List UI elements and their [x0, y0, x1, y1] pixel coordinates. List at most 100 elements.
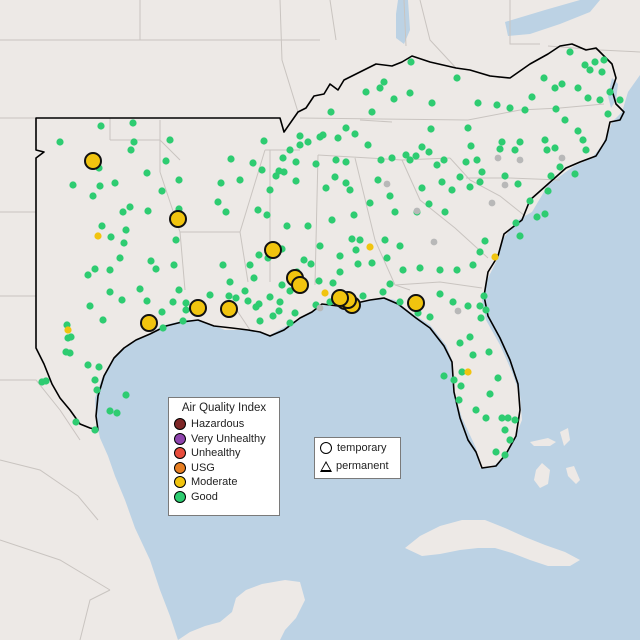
good-monitor-marker[interactable] [396, 242, 404, 250]
good-monitor-marker[interactable] [158, 187, 166, 195]
good-monitor-marker[interactable] [482, 306, 490, 314]
good-monitor-marker[interactable] [492, 448, 500, 456]
good-monitor-marker[interactable] [327, 108, 335, 116]
good-monitor-marker[interactable] [438, 178, 446, 186]
no-data-monitor-marker[interactable] [454, 307, 462, 315]
good-monitor-marker[interactable] [98, 222, 106, 230]
good-monitor-marker[interactable] [331, 173, 339, 181]
good-monitor-marker[interactable] [179, 317, 187, 325]
good-monitor-marker[interactable] [91, 426, 99, 434]
good-monitor-marker[interactable] [368, 259, 376, 267]
good-monitor-marker[interactable] [469, 261, 477, 269]
good-monitor-marker[interactable] [144, 207, 152, 215]
good-monitor-marker[interactable] [512, 219, 520, 227]
good-monitor-marker[interactable] [458, 368, 466, 376]
good-monitor-marker[interactable] [279, 154, 287, 162]
good-monitor-marker[interactable] [119, 208, 127, 216]
good-monitor-marker[interactable] [336, 252, 344, 260]
good-monitor-marker[interactable] [453, 266, 461, 274]
good-monitor-marker[interactable] [136, 285, 144, 293]
good-monitor-marker[interactable] [399, 266, 407, 274]
good-monitor-marker[interactable] [604, 110, 612, 118]
good-monitor-marker[interactable] [481, 237, 489, 245]
good-monitor-marker[interactable] [582, 146, 590, 154]
good-monitor-marker[interactable] [106, 288, 114, 296]
good-monitor-marker[interactable] [217, 179, 225, 187]
moderate-temporary-monitor-marker[interactable] [407, 294, 425, 312]
good-monitor-marker[interactable] [501, 426, 509, 434]
good-monitor-marker[interactable] [275, 307, 283, 315]
good-monitor-marker[interactable] [552, 105, 560, 113]
good-monitor-marker[interactable] [551, 144, 559, 152]
good-monitor-marker[interactable] [466, 183, 474, 191]
moderate-temporary-monitor-marker[interactable] [220, 300, 238, 318]
good-monitor-marker[interactable] [296, 132, 304, 140]
good-monitor-marker[interactable] [506, 104, 514, 112]
good-monitor-marker[interactable] [574, 84, 582, 92]
good-monitor-marker[interactable] [236, 176, 244, 184]
good-monitor-marker[interactable] [516, 138, 524, 146]
good-monitor-marker[interactable] [441, 208, 449, 216]
good-monitor-marker[interactable] [616, 96, 624, 104]
good-monitor-marker[interactable] [334, 134, 342, 142]
good-monitor-marker[interactable] [526, 197, 534, 205]
good-monitor-marker[interactable] [91, 376, 99, 384]
good-monitor-marker[interactable] [170, 261, 178, 269]
no-data-monitor-marker[interactable] [413, 207, 421, 215]
good-monitor-marker[interactable] [89, 192, 97, 200]
good-monitor-marker[interactable] [118, 296, 126, 304]
good-monitor-marker[interactable] [558, 80, 566, 88]
good-monitor-marker[interactable] [498, 414, 506, 422]
moderate-monitor-marker[interactable] [464, 368, 472, 376]
good-monitor-marker[interactable] [152, 265, 160, 273]
good-monitor-marker[interactable] [214, 198, 222, 206]
good-monitor-marker[interactable] [159, 324, 167, 332]
good-monitor-marker[interactable] [162, 157, 170, 165]
good-monitor-marker[interactable] [84, 361, 92, 369]
good-monitor-marker[interactable] [574, 127, 582, 135]
good-monitor-marker[interactable] [227, 155, 235, 163]
moderate-temporary-monitor-marker[interactable] [291, 276, 309, 294]
good-monitor-marker[interactable] [386, 192, 394, 200]
good-monitor-marker[interactable] [596, 96, 604, 104]
good-monitor-marker[interactable] [312, 160, 320, 168]
good-monitor-marker[interactable] [304, 138, 312, 146]
good-monitor-marker[interactable] [258, 166, 266, 174]
good-monitor-marker[interactable] [329, 279, 337, 287]
good-monitor-marker[interactable] [286, 146, 294, 154]
good-monitor-marker[interactable] [494, 374, 502, 382]
good-monitor-marker[interactable] [263, 211, 271, 219]
good-monitor-marker[interactable] [427, 125, 435, 133]
good-monitor-marker[interactable] [328, 216, 336, 224]
good-monitor-marker[interactable] [493, 101, 501, 109]
good-monitor-marker[interactable] [511, 146, 519, 154]
good-monitor-marker[interactable] [521, 106, 529, 114]
moderate-monitor-marker[interactable] [94, 232, 102, 240]
moderate-temporary-monitor-marker[interactable] [331, 289, 349, 307]
good-monitor-marker[interactable] [348, 235, 356, 243]
good-monitor-marker[interactable] [504, 414, 512, 422]
moderate-monitor-marker[interactable] [64, 326, 72, 334]
good-monitor-marker[interactable] [433, 161, 441, 169]
good-monitor-marker[interactable] [147, 257, 155, 265]
good-monitor-marker[interactable] [69, 181, 77, 189]
good-monitor-marker[interactable] [426, 313, 434, 321]
good-monitor-marker[interactable] [390, 95, 398, 103]
moderate-temporary-monitor-marker[interactable] [189, 299, 207, 317]
good-monitor-marker[interactable] [556, 163, 564, 171]
good-monitor-marker[interactable] [175, 286, 183, 294]
moderate-monitor-marker[interactable] [321, 289, 329, 297]
good-monitor-marker[interactable] [116, 254, 124, 262]
good-monitor-marker[interactable] [346, 186, 354, 194]
good-monitor-marker[interactable] [386, 280, 394, 288]
good-monitor-marker[interactable] [342, 158, 350, 166]
good-monitor-marker[interactable] [252, 303, 260, 311]
good-monitor-marker[interactable] [93, 386, 101, 394]
good-monitor-marker[interactable] [368, 108, 376, 116]
no-data-monitor-marker[interactable] [383, 180, 391, 188]
good-monitor-marker[interactable] [254, 206, 262, 214]
good-monitor-marker[interactable] [436, 290, 444, 298]
good-monitor-marker[interactable] [352, 246, 360, 254]
good-monitor-marker[interactable] [351, 130, 359, 138]
good-monitor-marker[interactable] [456, 173, 464, 181]
